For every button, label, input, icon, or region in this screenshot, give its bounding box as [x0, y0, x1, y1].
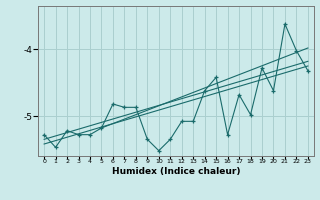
X-axis label: Humidex (Indice chaleur): Humidex (Indice chaleur) [112, 167, 240, 176]
